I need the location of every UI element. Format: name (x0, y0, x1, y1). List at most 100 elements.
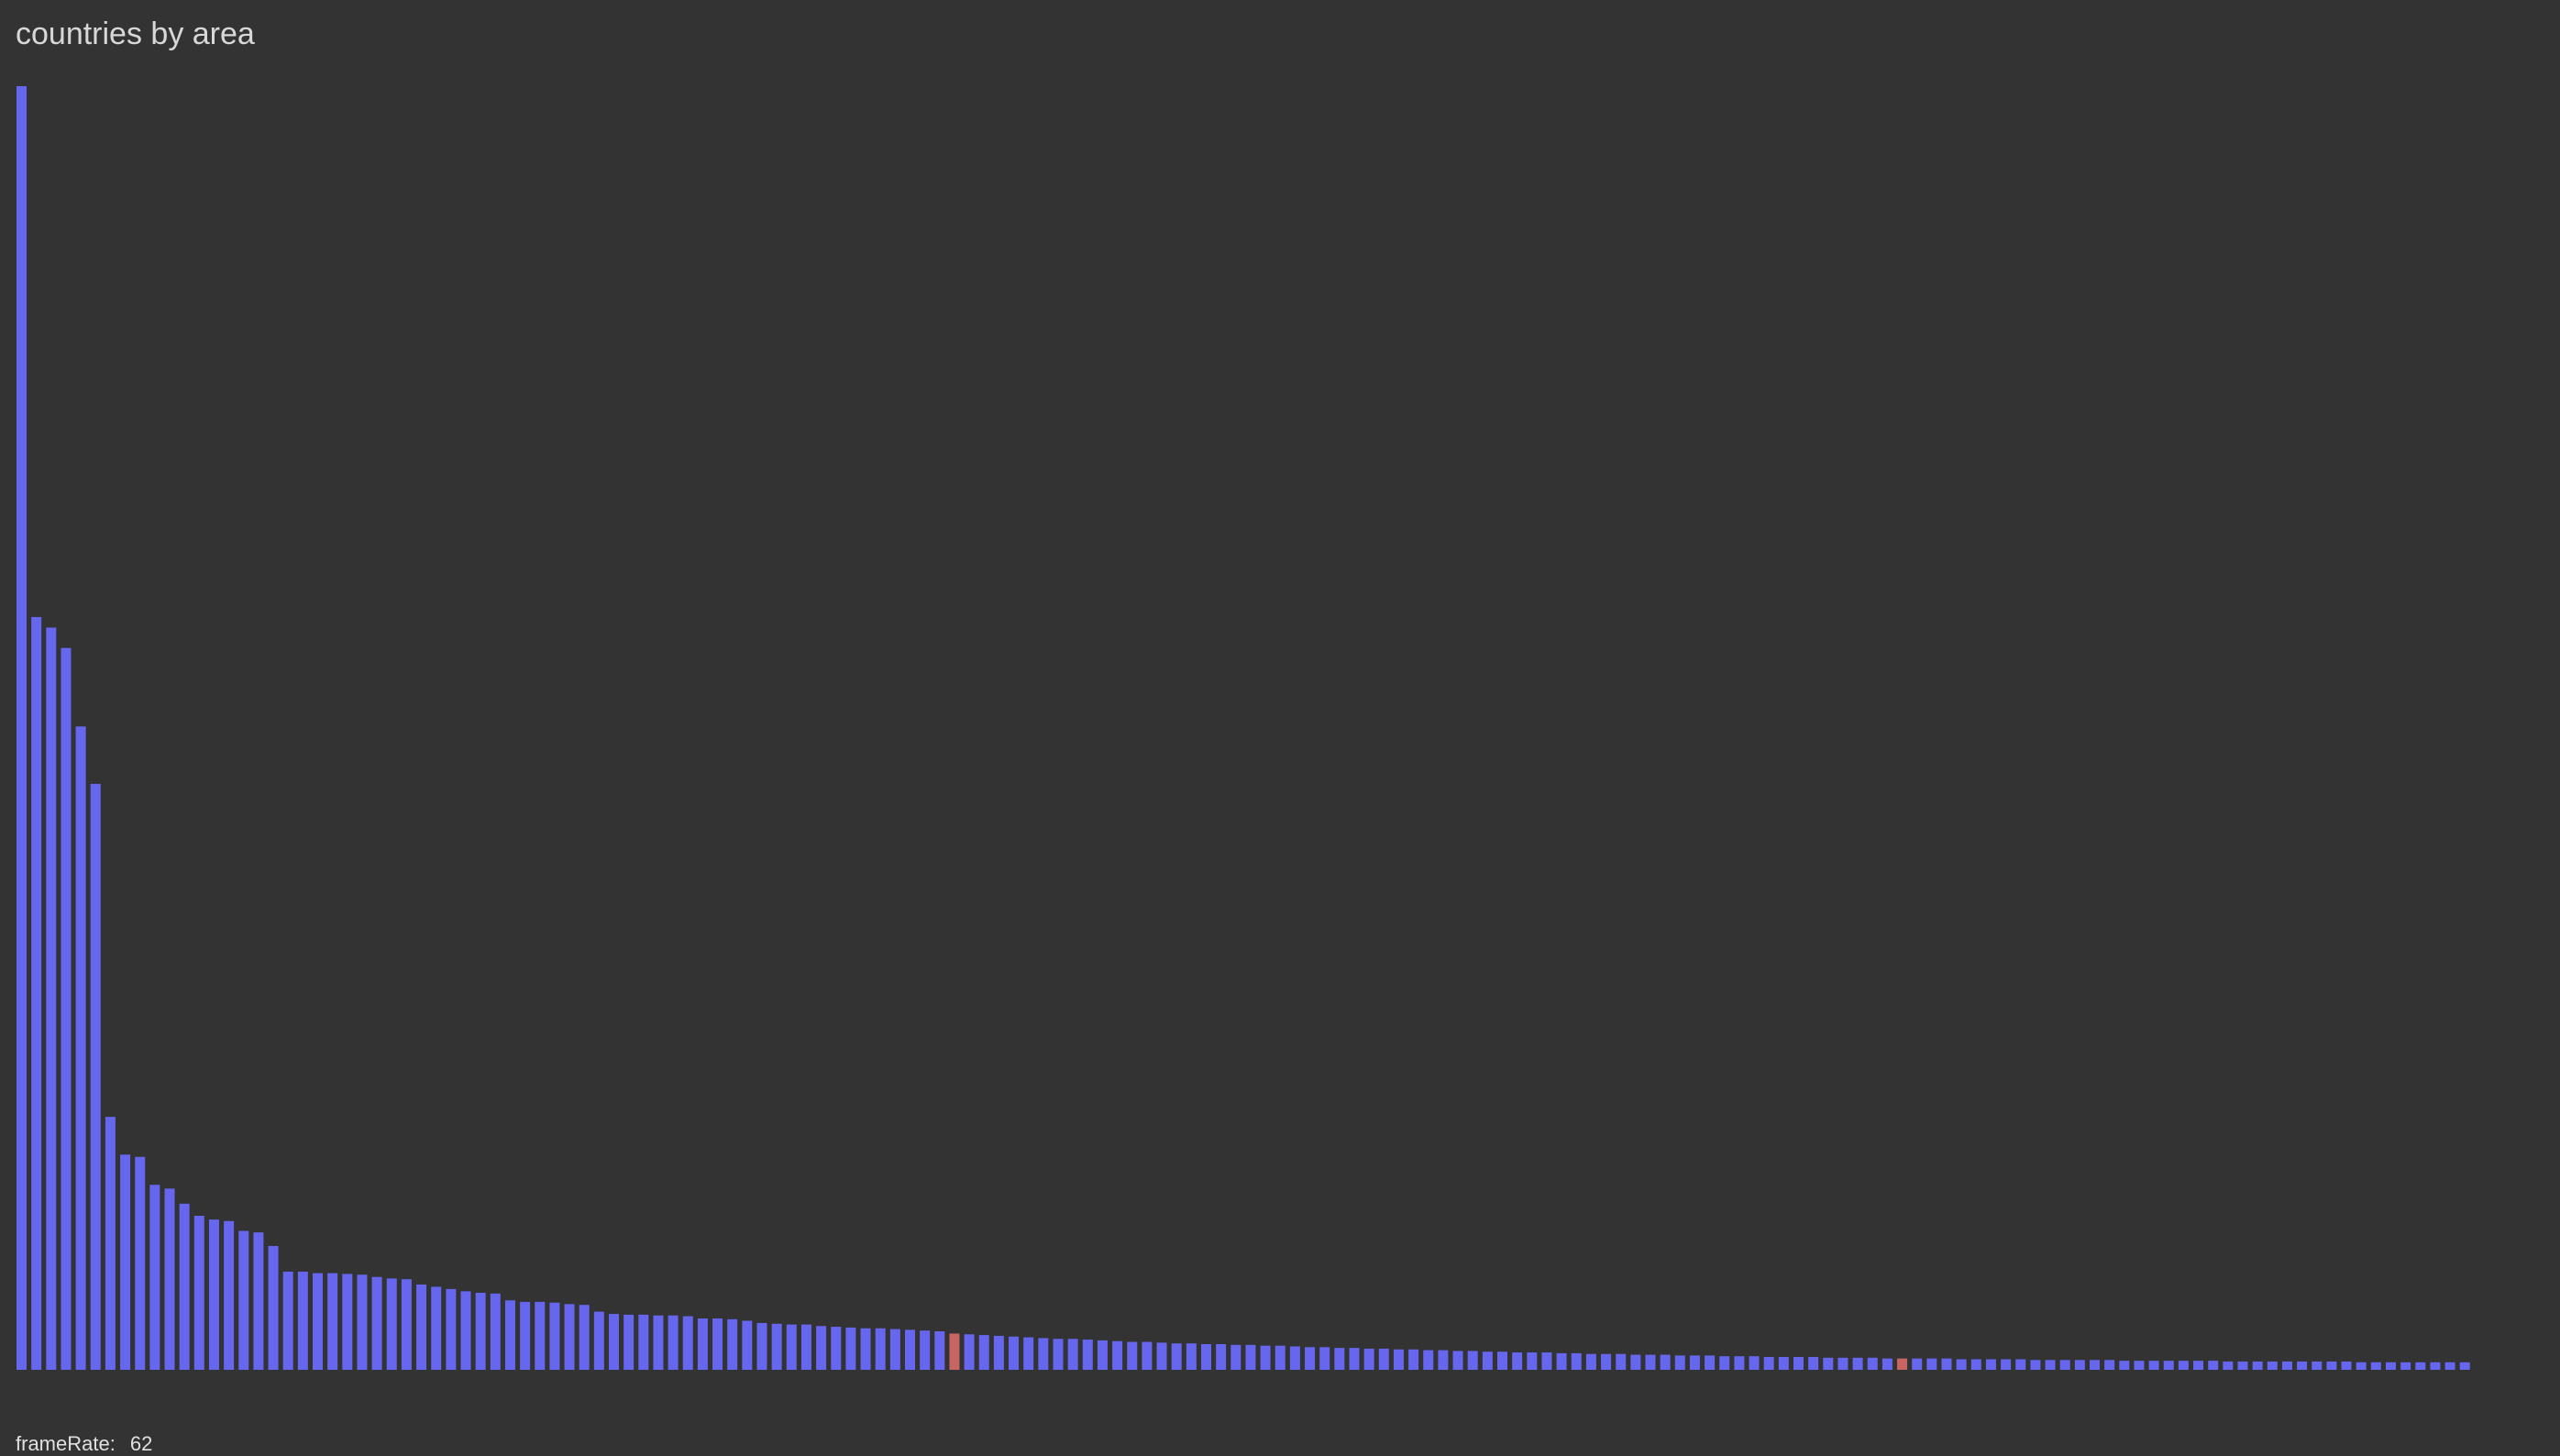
bar[interactable] (164, 1188, 175, 1370)
bar[interactable] (2356, 1362, 2367, 1370)
bar[interactable] (1660, 1354, 1671, 1370)
bar[interactable] (1793, 1357, 1804, 1370)
bar[interactable] (786, 1324, 797, 1370)
bar[interactable] (920, 1330, 931, 1370)
bar[interactable] (1645, 1354, 1656, 1370)
bar[interactable] (490, 1293, 501, 1370)
bar[interactable] (446, 1288, 457, 1370)
bar[interactable] (564, 1304, 575, 1370)
bar-highlighted[interactable] (949, 1333, 960, 1370)
bar[interactable] (90, 783, 101, 1370)
bar[interactable] (401, 1279, 412, 1370)
bar[interactable] (2237, 1361, 2248, 1370)
bar[interactable] (2074, 1360, 2085, 1370)
bar[interactable] (860, 1328, 871, 1370)
bar[interactable] (504, 1300, 515, 1370)
bar[interactable] (2223, 1361, 2234, 1370)
bar[interactable] (993, 1335, 1004, 1370)
bar[interactable] (712, 1318, 723, 1370)
bar[interactable] (1260, 1345, 1271, 1370)
bar[interactable] (1053, 1339, 1064, 1370)
bar[interactable] (431, 1286, 442, 1370)
bar[interactable] (1482, 1351, 1493, 1370)
bar[interactable] (549, 1302, 560, 1370)
bar[interactable] (371, 1276, 382, 1370)
bar[interactable] (1171, 1343, 1182, 1370)
bar[interactable] (1289, 1346, 1300, 1370)
bar[interactable] (1689, 1355, 1700, 1370)
bar[interactable] (2312, 1361, 2323, 1370)
bar[interactable] (2415, 1362, 2426, 1370)
bar[interactable] (800, 1324, 811, 1370)
bar[interactable] (2326, 1361, 2337, 1370)
bar[interactable] (831, 1327, 842, 1370)
bar[interactable] (386, 1278, 397, 1370)
bar[interactable] (520, 1301, 531, 1370)
bar[interactable] (1705, 1355, 1716, 1370)
bar[interactable] (1112, 1340, 1123, 1370)
bar[interactable] (2163, 1361, 2174, 1370)
bar[interactable] (1378, 1348, 1389, 1370)
bar[interactable] (46, 627, 57, 1370)
bar[interactable] (682, 1316, 693, 1370)
bar[interactable] (2104, 1360, 2115, 1370)
bar[interactable] (460, 1291, 471, 1370)
bar[interactable] (2444, 1362, 2455, 1370)
bar[interactable] (342, 1274, 353, 1370)
bar[interactable] (1852, 1357, 1863, 1370)
bar[interactable] (357, 1274, 368, 1370)
bar[interactable] (238, 1230, 249, 1370)
bar[interactable] (2059, 1360, 2070, 1370)
bar[interactable] (31, 616, 42, 1370)
bar[interactable] (1985, 1359, 1996, 1370)
bar[interactable] (771, 1323, 782, 1370)
bar[interactable] (2208, 1361, 2219, 1370)
bar[interactable] (1778, 1357, 1789, 1370)
bar[interactable] (1023, 1337, 1034, 1370)
bar[interactable] (1452, 1351, 1463, 1370)
bar[interactable] (1541, 1352, 1552, 1370)
bar[interactable] (1512, 1352, 1523, 1370)
bar[interactable] (1230, 1344, 1241, 1370)
bar[interactable] (1601, 1353, 1612, 1370)
bar[interactable] (1038, 1338, 1049, 1370)
bar[interactable] (2148, 1361, 2159, 1370)
bar[interactable] (1319, 1347, 1330, 1370)
bar[interactable] (653, 1315, 664, 1370)
bar[interactable] (61, 647, 72, 1370)
bar[interactable] (1393, 1349, 1404, 1370)
bar[interactable] (253, 1232, 264, 1370)
bar[interactable] (179, 1203, 190, 1370)
bar[interactable] (535, 1301, 546, 1370)
bar[interactable] (327, 1273, 338, 1370)
bar[interactable] (1837, 1357, 1848, 1370)
bar[interactable] (845, 1327, 856, 1370)
bar-highlighted[interactable] (1897, 1358, 1908, 1370)
bar[interactable] (742, 1320, 753, 1370)
bar[interactable] (1941, 1358, 1952, 1370)
bar[interactable] (727, 1318, 738, 1370)
bar[interactable] (1823, 1357, 1834, 1370)
bar[interactable] (2090, 1360, 2100, 1370)
bar[interactable] (1216, 1344, 1227, 1370)
bar[interactable] (1867, 1357, 1878, 1370)
bar[interactable] (1408, 1349, 1419, 1370)
bar[interactable] (313, 1273, 323, 1370)
bar[interactable] (2015, 1359, 2026, 1370)
bar[interactable] (816, 1326, 827, 1370)
bar[interactable] (297, 1271, 308, 1370)
bar[interactable] (2252, 1361, 2263, 1370)
bar[interactable] (1067, 1339, 1078, 1370)
bar[interactable] (2119, 1361, 2130, 1370)
bar[interactable] (1245, 1344, 1256, 1370)
bar[interactable] (638, 1314, 649, 1370)
bar[interactable] (1274, 1345, 1286, 1370)
bar[interactable] (1201, 1344, 1211, 1370)
bar[interactable] (1009, 1336, 1020, 1370)
bar[interactable] (475, 1293, 486, 1370)
bar[interactable] (2267, 1361, 2278, 1370)
bar[interactable] (889, 1329, 900, 1370)
bar[interactable] (1423, 1350, 1434, 1370)
bar[interactable] (416, 1284, 427, 1370)
bar[interactable] (120, 1154, 131, 1370)
